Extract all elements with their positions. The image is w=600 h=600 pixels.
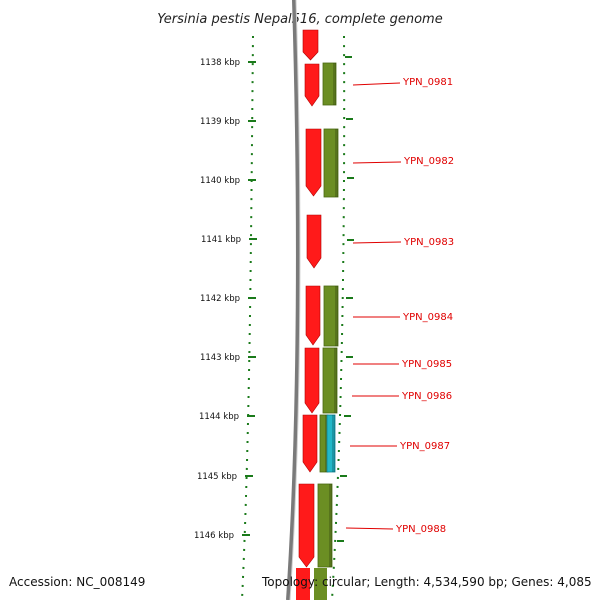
genome-summary-text: Topology: circular; Length: 4,534,590 bp… [262,575,592,589]
feature-track [296,29,339,600]
scale-tick-label: 1138 kbp [200,58,240,68]
gene-label: YPN_0985 [401,359,452,370]
gene-bar [322,347,338,414]
scale-tick-label: 1141 kbp [201,235,241,245]
cds-arrow [304,63,320,107]
cds-arrow [304,347,320,414]
map-title: Yersinia pestis Nepal516, complete genom… [157,12,442,27]
scale-tick-label: 1144 kbp [199,412,239,422]
gene-label: YPN_0984 [402,312,453,323]
misc-feature-bar-shade [332,415,335,472]
scale-tick-label: 1142 kbp [200,294,240,304]
gene-label: YPN_0981 [402,77,453,88]
scale-tick-label: 1140 kbp [200,176,240,186]
accession-text: Accession: NC_008149 [9,575,146,589]
gene-leader-line [352,82,401,86]
gene-label: YPN_0982 [403,156,454,167]
gene-bar [317,483,333,568]
gene-label: YPN_0987 [399,441,450,452]
misc-feature-bar [326,414,336,473]
scale-tick-label: 1143 kbp [200,353,240,363]
scale-tick-label: 1145 kbp [197,472,237,482]
scale-tick-label: 1139 kbp [200,117,240,127]
gene-bar [314,568,327,600]
cds-arrow [305,285,321,346]
gene-bar [323,128,339,198]
gene-leader-line [352,161,402,164]
gene-bar [322,62,337,106]
gene-bar-shade [333,63,336,105]
cds-arrow [305,128,322,197]
gene-bar-shade [335,286,338,346]
gene-label: YPN_0983 [403,237,454,248]
gene-bar [323,285,339,347]
gene-leader-line [345,527,394,530]
scale-tick-label: 1146 kbp [194,531,234,541]
gene-label: YPN_0986 [401,391,452,402]
backbone-highlight [289,0,301,600]
cds-arrow [296,568,310,600]
gene-leader-line [352,241,402,244]
tick-marks: 1138 kbp 1139 kbp 1140 kbp 1141 kbp 1142 kbp… [194,56,354,542]
cds-arrow [298,483,315,568]
gene-bar-shade [325,415,328,472]
gene-labels: YPN_0981 YPN_0982 YPN_0983 YPN_0984 YPN_0985… [345,77,454,535]
gene-bar-shade [329,484,332,567]
cds-arrow [302,29,319,61]
gene-bar-shade [335,129,338,197]
cds-arrow [306,214,322,269]
gene-bar-shade [334,348,337,413]
gene-label: YPN_0988 [395,524,446,535]
cds-arrow [302,414,318,473]
backbone-arc [286,0,300,600]
